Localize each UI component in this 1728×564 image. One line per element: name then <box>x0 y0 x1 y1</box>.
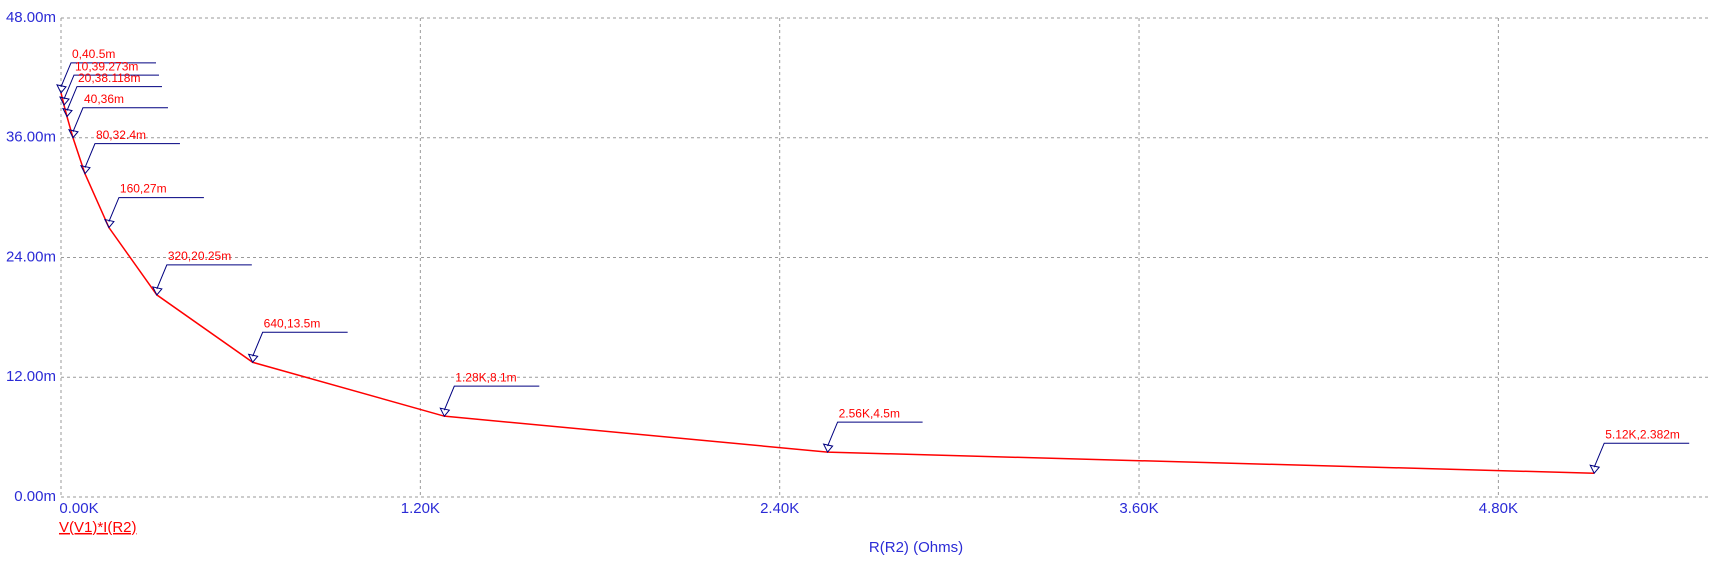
annotation-leader <box>827 421 923 447</box>
data-label: 80,32.4m <box>96 128 146 142</box>
data-label: 5.12K,2.382m <box>1605 427 1680 441</box>
data-label: 2.56K,4.5m <box>839 406 900 420</box>
annotation-leader <box>60 62 156 88</box>
annotation-leader <box>156 264 252 290</box>
data-label: 160,27m <box>120 182 167 196</box>
x-tick-label: 0.00K <box>59 500 98 517</box>
annotation-leader <box>252 331 348 357</box>
data-label: 1.28K,8.1m <box>455 370 516 384</box>
annotation-leader <box>72 107 168 132</box>
data-label: 20,38.118m <box>78 71 141 85</box>
data-label: 640,13.5m <box>264 316 321 330</box>
annotation-leader <box>1593 442 1690 468</box>
annotation-leader <box>63 74 159 100</box>
y-tick-label: 24.00m <box>6 248 56 265</box>
x-tick-label: 4.80K <box>1479 500 1518 517</box>
x-tick-label: 2.40K <box>760 500 799 517</box>
legend-entry: V(V1)*I(R2) <box>59 519 137 536</box>
annotation-leader <box>66 86 162 111</box>
data-label: 0,40.5m <box>72 47 115 61</box>
annotation-leader <box>443 385 540 411</box>
y-tick-label: 36.00m <box>6 129 56 146</box>
annotation-leader <box>84 143 180 168</box>
data-label: 40,36m <box>84 92 124 106</box>
y-tick-label: 48.00m <box>6 9 56 26</box>
x-axis-label: R(R2) (Ohms) <box>869 539 963 556</box>
data-line <box>60 92 1595 474</box>
y-tick-label: 0.00m <box>14 488 56 505</box>
data-label: 10,39.273m <box>75 59 138 73</box>
y-tick-label: 12.00m <box>6 368 56 385</box>
data-label: 320,20.25m <box>168 249 231 263</box>
annotation-leader <box>108 197 204 222</box>
x-tick-label: 1.20K <box>401 500 440 517</box>
x-tick-label: 3.60K <box>1119 500 1158 517</box>
